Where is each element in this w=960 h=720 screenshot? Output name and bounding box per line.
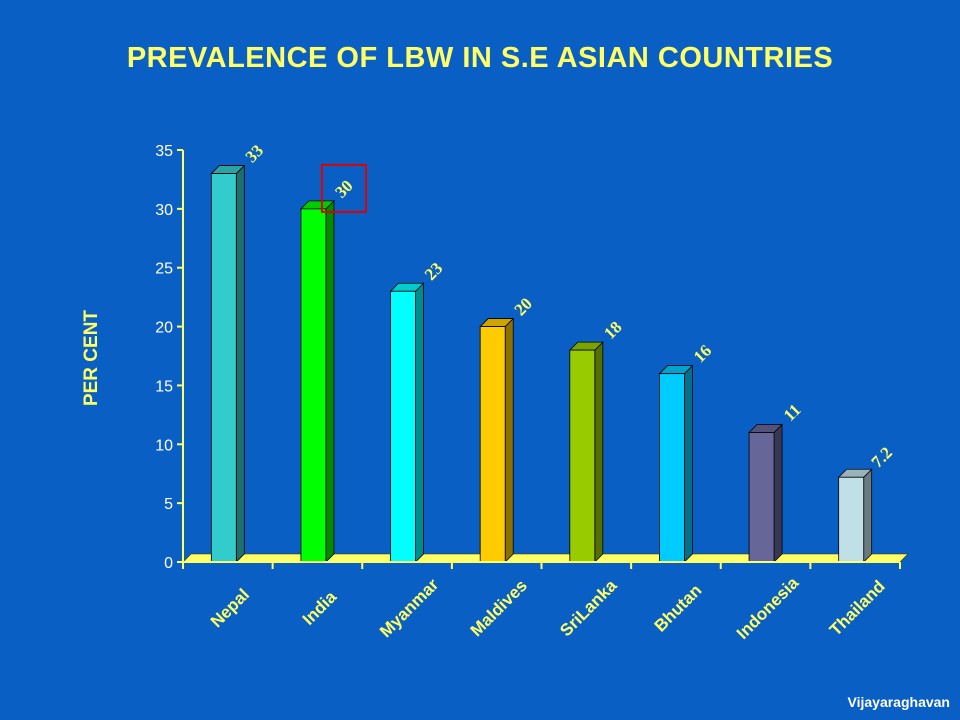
bar-front-face	[659, 373, 685, 563]
x-tick-label: Nepal	[207, 585, 253, 631]
data-label: 20	[511, 294, 536, 319]
bar-side-face	[325, 199, 335, 563]
y-tick-label: 15	[155, 378, 173, 395]
bar-side-face	[415, 282, 424, 563]
data-label: 23	[421, 259, 446, 284]
x-tick-label: SriLanka	[556, 576, 621, 641]
bar-front-face	[569, 349, 596, 563]
bar-side-face	[235, 164, 245, 563]
bar-front-face	[479, 326, 506, 563]
x-tick-label: Myanmar	[376, 575, 442, 641]
slide-title: PREVALENCE OF LBW IN S.E ASIAN COUNTRIES	[126, 42, 834, 74]
chart-floor-plane	[182, 553, 909, 563]
y-axis-label: PER CENT	[81, 310, 102, 406]
x-tick-label: India	[299, 587, 341, 629]
y-tick-label: 10	[155, 437, 173, 454]
bar-bhutan	[658, 364, 694, 563]
y-tick-label: 5	[164, 496, 173, 513]
bar-srilanka	[568, 341, 604, 563]
bar-thailand	[837, 468, 873, 563]
bar-front-face	[390, 290, 416, 563]
y-tick-label: 25	[155, 261, 173, 278]
bar-front-face	[748, 432, 775, 563]
y-tick-label: 0	[164, 555, 173, 572]
highlight-box	[320, 163, 367, 213]
data-label: 30	[331, 176, 356, 201]
bar-front-face	[210, 173, 237, 563]
bar-nepal	[210, 164, 246, 563]
bar-maldives	[479, 317, 515, 563]
bar-side-face	[863, 468, 873, 563]
axes-group: 0 5 10 15 20 25 30 35	[155, 143, 901, 572]
y-tick-label: 30	[155, 202, 173, 219]
chart-floor	[182, 553, 909, 563]
bar-indonesia	[748, 423, 784, 563]
x-tick-label: Bhutan	[651, 581, 706, 636]
data-label: 7.2	[868, 443, 896, 471]
x-tick-label: Indonesia	[733, 573, 803, 643]
data-label: 11	[780, 400, 805, 425]
bar-side-face	[504, 317, 514, 563]
y-tick-label: 20	[155, 320, 173, 337]
y-tick-label: 35	[155, 143, 173, 160]
bar-front-face	[300, 208, 327, 563]
bar-side-face	[773, 423, 783, 563]
data-label: 16	[690, 341, 715, 366]
bar-india	[299, 199, 335, 563]
data-label: 18	[600, 317, 625, 342]
data-label: 33	[242, 141, 267, 166]
bar-side-face	[594, 341, 604, 563]
x-tick-label: Thailand	[826, 577, 889, 640]
bars-group	[210, 164, 873, 563]
bar-myanmar	[389, 282, 425, 563]
x-tick-label: Maldives	[467, 576, 531, 640]
bar-side-face	[684, 364, 693, 563]
author-credit: Vijayaraghavan	[847, 694, 950, 710]
bar-front-face	[838, 476, 865, 563]
